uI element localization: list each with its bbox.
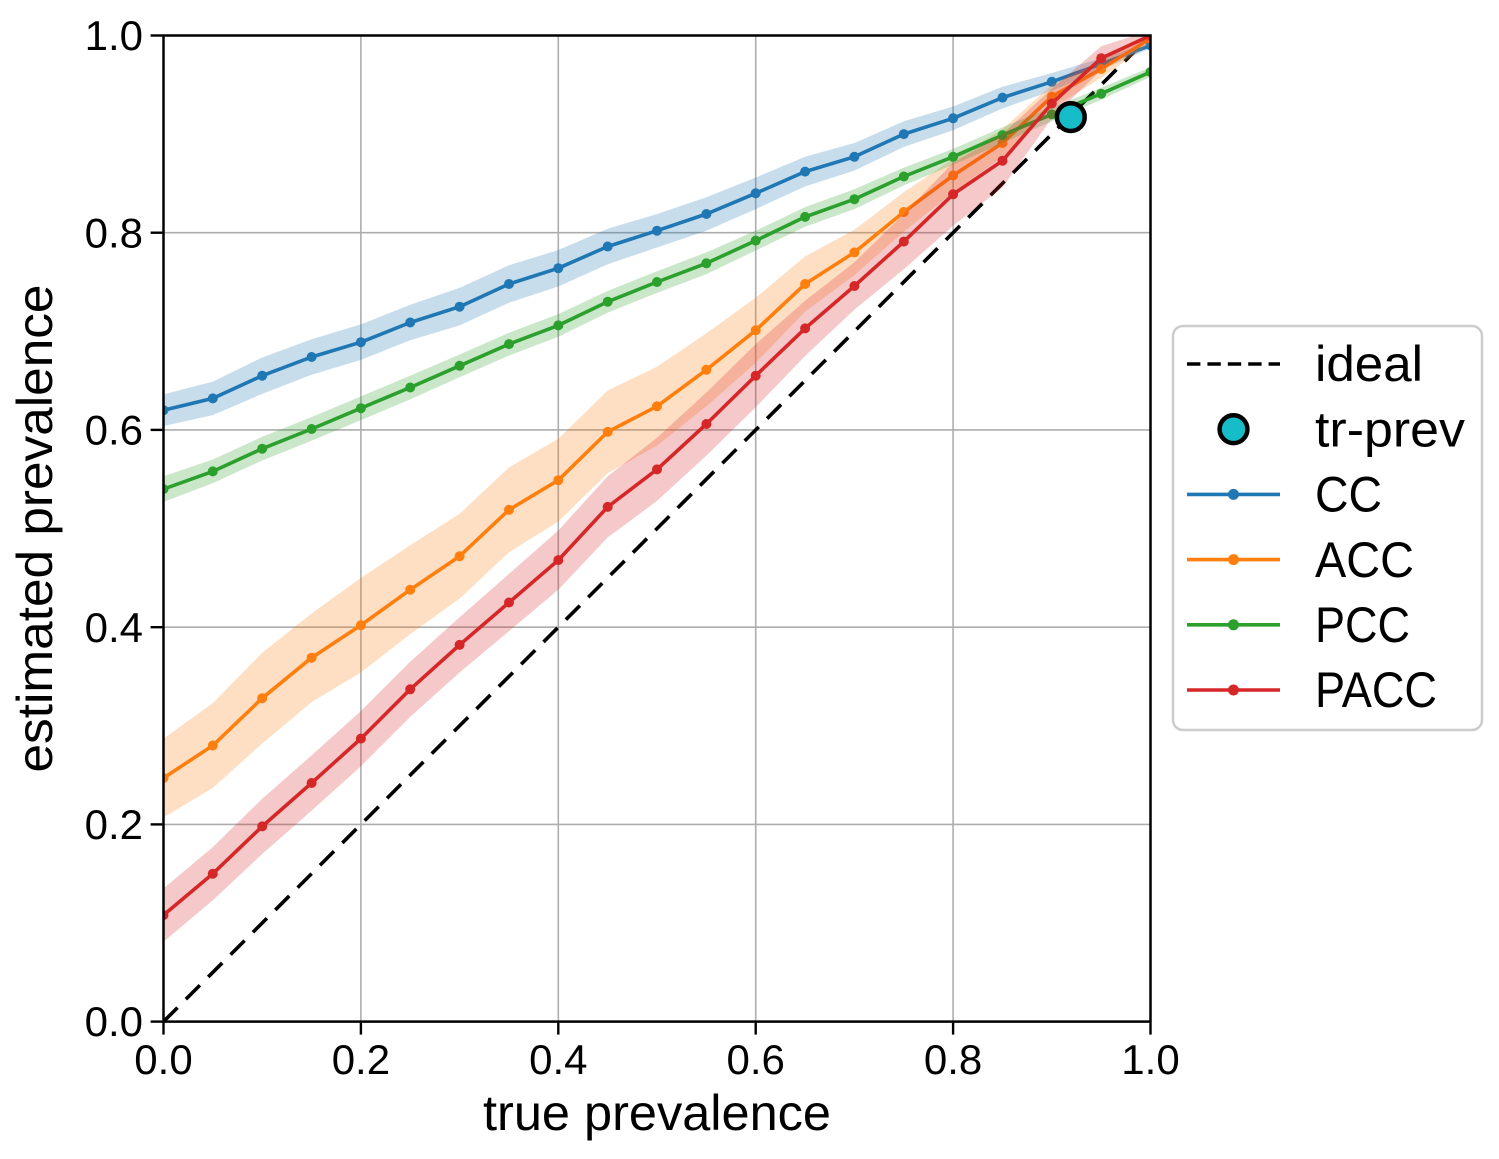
svg-text:1.0: 1.0: [1121, 1036, 1179, 1083]
svg-text:0.0: 0.0: [134, 1036, 192, 1083]
svg-text:0.6: 0.6: [727, 1036, 785, 1083]
svg-text:true prevalence: true prevalence: [483, 1085, 831, 1141]
svg-text:0.2: 0.2: [85, 801, 143, 848]
svg-text:0.8: 0.8: [85, 209, 143, 256]
svg-text:CC: CC: [1315, 467, 1382, 523]
svg-text:0.4: 0.4: [85, 604, 143, 651]
svg-text:0.2: 0.2: [332, 1036, 390, 1083]
svg-text:0.8: 0.8: [924, 1036, 982, 1083]
svg-text:ACC: ACC: [1315, 532, 1414, 588]
svg-text:estimated prevalence: estimated prevalence: [7, 285, 63, 773]
svg-text:PACC: PACC: [1315, 662, 1437, 718]
svg-text:0.6: 0.6: [85, 407, 143, 454]
svg-text:1.0: 1.0: [85, 12, 143, 59]
svg-text:ideal: ideal: [1315, 336, 1423, 392]
svg-text:0.0: 0.0: [85, 998, 143, 1045]
svg-text:0.4: 0.4: [529, 1036, 587, 1083]
svg-text:tr-prev: tr-prev: [1315, 401, 1465, 457]
svg-text:PCC: PCC: [1315, 597, 1410, 653]
